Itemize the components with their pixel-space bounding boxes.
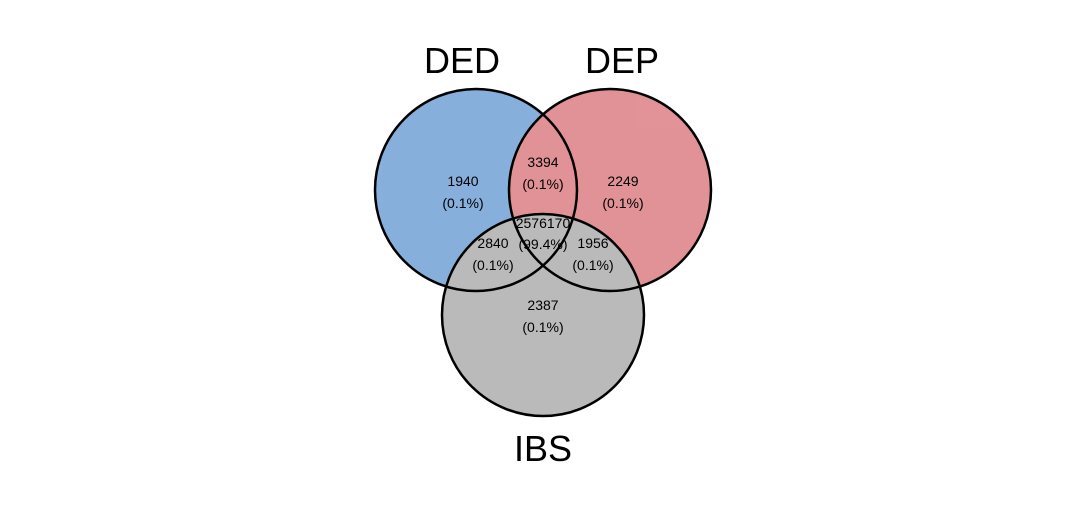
- venn-fills: [375, 89, 711, 416]
- circle-ded-outline: [373, 87, 579, 293]
- region-percent: (0.1%): [442, 195, 483, 211]
- region-ibs-only: 2387 (0.1%): [522, 297, 563, 335]
- region-percent: (0.1%): [602, 195, 643, 211]
- region-count: 2576170: [516, 215, 571, 231]
- region-count: 2387: [527, 297, 558, 313]
- region-count: 3394: [527, 154, 558, 170]
- set-label-dep: DEP: [585, 40, 659, 81]
- region-percent: (0.1%): [572, 257, 613, 273]
- circle-dep-outline: [507, 87, 713, 293]
- region-count: 1940: [447, 173, 478, 189]
- region-count: 1956: [577, 235, 608, 251]
- region-ded-ibs: 2840 (0.1%): [472, 235, 513, 273]
- region-dep-ibs: 1956 (0.1%): [572, 235, 613, 273]
- region-ded-only: 1940 (0.1%): [442, 173, 483, 211]
- region-percent: (0.1%): [522, 176, 563, 192]
- region-percent: (99.4%): [518, 236, 567, 252]
- region-percent: (0.1%): [522, 319, 563, 335]
- region-all-three: 2576170 (99.4%): [516, 215, 571, 252]
- venn-outlines: [373, 87, 713, 418]
- set-label-ibs: IBS: [514, 428, 572, 469]
- set-label-ded: DED: [424, 40, 500, 81]
- circle-ibs-fill: [442, 214, 644, 416]
- region-count: 2249: [607, 173, 638, 189]
- circle-ibs-outline: [440, 212, 646, 418]
- region-ded-dep: 3394 (0.1%): [522, 154, 563, 192]
- region-count: 2840: [477, 235, 508, 251]
- region-dep-only: 2249 (0.1%): [602, 173, 643, 211]
- region-percent: (0.1%): [472, 257, 513, 273]
